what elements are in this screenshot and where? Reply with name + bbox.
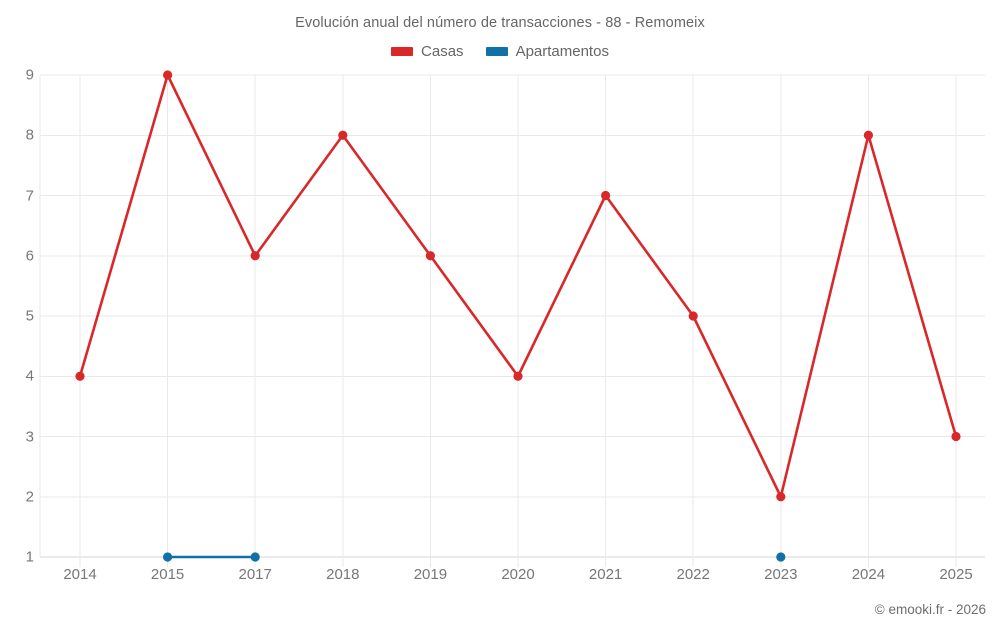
y-axis-tick-label: 3 xyxy=(25,428,34,445)
y-axis-tick-label: 5 xyxy=(25,307,34,325)
legend-swatch-apartamentos xyxy=(485,47,508,56)
y-axis-tick-label: 7 xyxy=(25,187,34,204)
x-axis-tick-label: 2022 xyxy=(676,566,710,583)
x-axis-tick-label: 2021 xyxy=(588,566,623,583)
legend-item-casas[interactable]: Casas xyxy=(391,44,464,59)
y-axis-tick-label: 2 xyxy=(25,488,34,506)
legend-label-casas: Casas xyxy=(421,43,464,60)
x-axis-tick-label: 2017 xyxy=(238,566,272,583)
x-axis-tick-label: 2014 xyxy=(63,566,97,583)
chart-credit: © emooki.fr - 2026 xyxy=(874,602,986,617)
y-axis-ticks: 1 2 3 4 5 6 7 8 9 xyxy=(0,0,34,625)
series-casas-markers xyxy=(75,70,961,502)
x-axis-tick-label: 2024 xyxy=(851,566,886,583)
legend-swatch-casas xyxy=(391,47,414,56)
y-axis-tick-label: 9 xyxy=(25,66,34,84)
legend-item-apartamentos[interactable]: Apartamentos xyxy=(485,43,609,60)
series-apartamentos-markers xyxy=(163,552,786,562)
legend-label-apartamentos: Apartamentos xyxy=(515,43,609,60)
y-axis-tick-label: 1 xyxy=(25,548,34,566)
chart-title: Evolución anual del número de transaccio… xyxy=(295,15,705,31)
y-axis-tick-label: 8 xyxy=(25,126,34,144)
x-axis-tick-label: 2020 xyxy=(501,566,535,583)
x-axis-tick-label: 2015 xyxy=(150,566,185,583)
x-axis-tick-label: 2018 xyxy=(326,566,360,583)
y-axis-tick-label: 4 xyxy=(25,367,34,385)
chart-legend: Casas Apartamentos xyxy=(0,44,1000,59)
y-axis-tick-label: 6 xyxy=(25,247,34,265)
x-axis-tick-label: 2023 xyxy=(764,566,798,583)
x-axis-tick-label: 2025 xyxy=(939,566,973,583)
x-axis-ticks: 2014 2015 2017 2018 2019 2020 2021 2022 2023 2024… xyxy=(0,566,1000,590)
grid-lines xyxy=(39,74,985,567)
x-axis-tick-label: 2019 xyxy=(413,566,448,583)
